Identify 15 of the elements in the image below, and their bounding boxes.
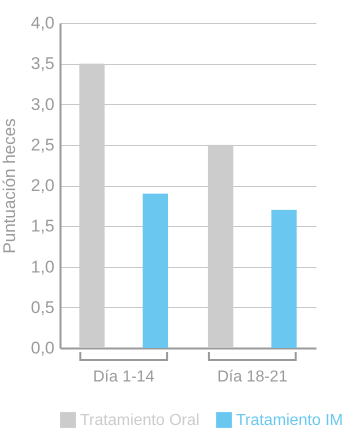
y-tick-label: 3,5 bbox=[30, 54, 54, 74]
y-tick-label: 0,5 bbox=[30, 298, 54, 317]
y-tick-label: 0,0 bbox=[30, 338, 54, 358]
y-tick-label: 2,5 bbox=[30, 135, 54, 154]
y-tick-label: 3,0 bbox=[30, 94, 54, 114]
y-axis-title: Puntuación heces bbox=[0, 118, 19, 254]
x-tick-label: Día 18-21 bbox=[217, 368, 288, 386]
x-tick-label: Día 1-14 bbox=[92, 368, 154, 386]
y-tick-label: 1,0 bbox=[30, 257, 54, 276]
y-tick-label: 4,0 bbox=[30, 14, 54, 32]
y-tick-label: 1,5 bbox=[30, 216, 54, 236]
legend-label: Tratamiento IM bbox=[236, 412, 343, 429]
bar bbox=[271, 210, 297, 348]
y-tick-label: 2,0 bbox=[30, 176, 54, 195]
bar bbox=[142, 194, 168, 348]
